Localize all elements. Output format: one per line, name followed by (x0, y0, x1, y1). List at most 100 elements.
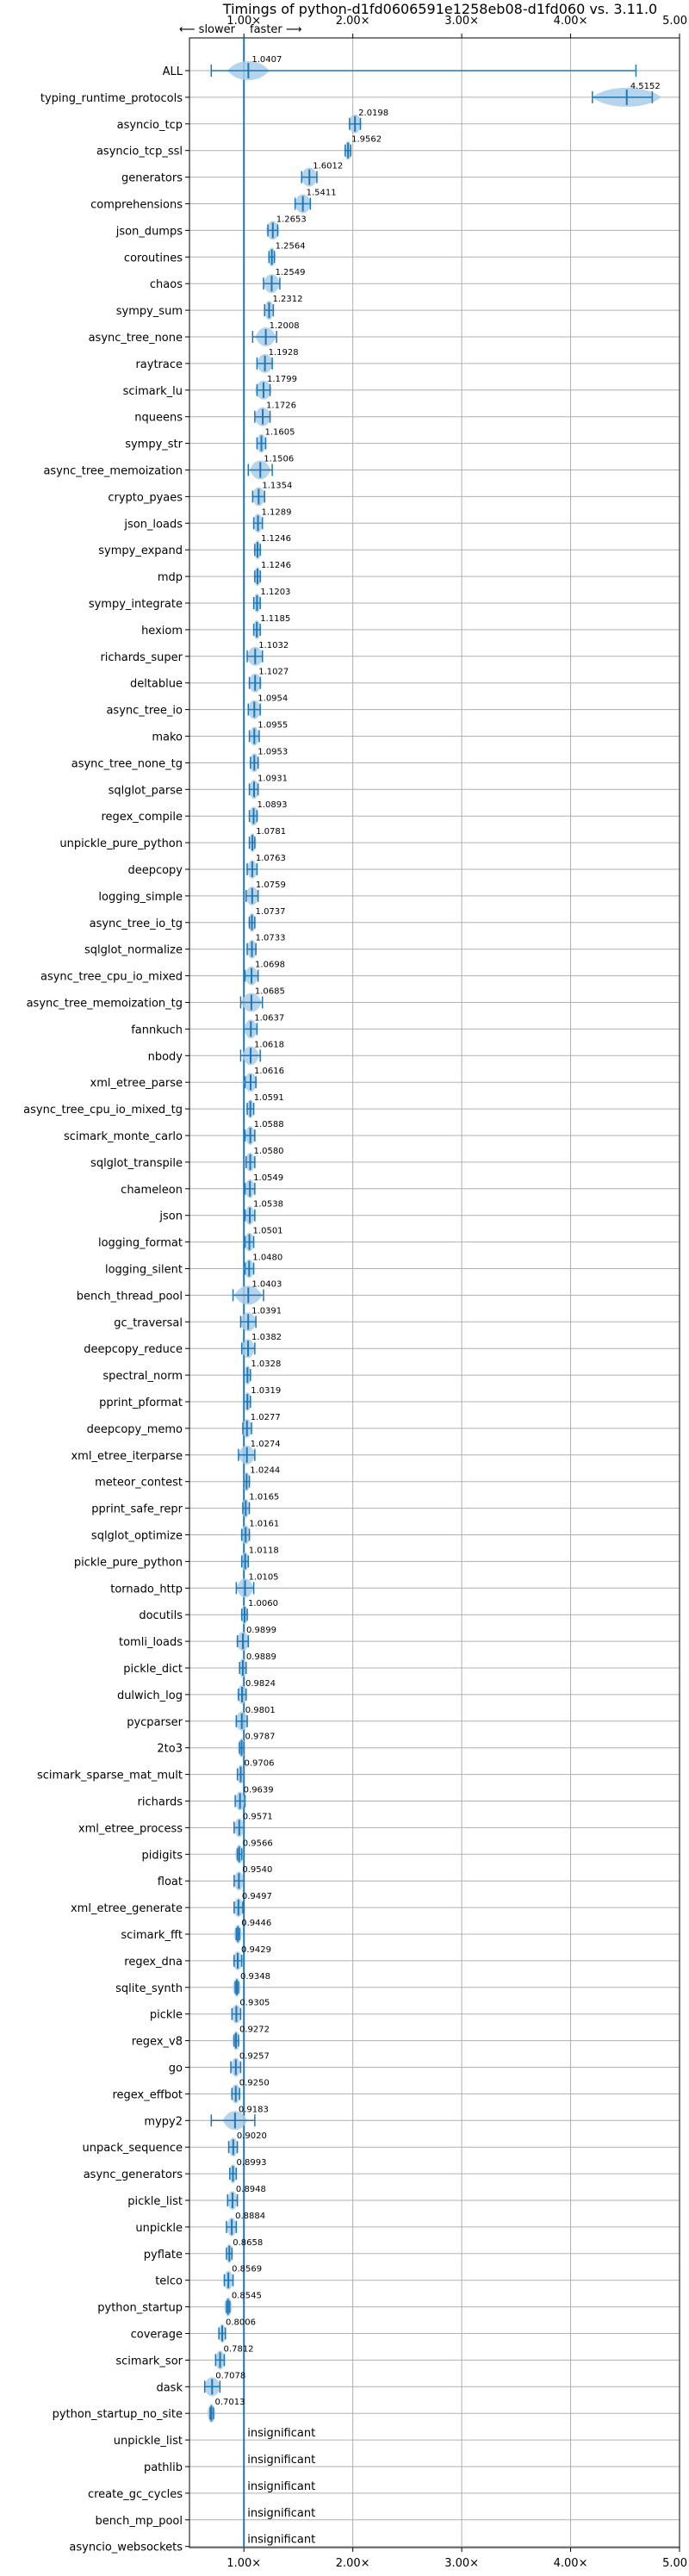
mean-value-label: 1.0382 (251, 1333, 282, 1342)
mean-value-label: 1.0893 (258, 800, 288, 810)
mean-value-label: 1.0407 (251, 55, 282, 65)
mean-value-label: 1.0328 (251, 1360, 281, 1369)
chart-title: Timings of python-d1fd0606591e1258eb08-d… (222, 1, 657, 17)
benchmark-name-label: sqlglot_parse (109, 784, 183, 797)
benchmark-name-label: generators (121, 172, 183, 185)
benchmark-name-label: telco (155, 2275, 183, 2288)
benchmark-name-label: json (158, 1210, 183, 1223)
benchmark-name-label: scimark_lu (123, 385, 183, 398)
mean-value-label: 0.9020 (237, 2131, 267, 2141)
mean-value-label: 0.8993 (236, 2158, 266, 2168)
mean-value-label: 0.9540 (242, 1865, 272, 1875)
mean-value-label: 1.0781 (256, 827, 286, 837)
mean-value-label: 1.1928 (269, 348, 299, 358)
mean-value-label: 0.9566 (243, 1839, 273, 1848)
mean-value-label: 4.5152 (630, 82, 661, 91)
labels-layer: 1.00× 1.00× 2.00× 2.00× 3.00× 3.00× 4.00× 4.00×… (23, 15, 689, 2570)
x-tick-label-bottom: 2.00× (336, 2557, 370, 2570)
benchmark-name-label: asyncio_tcp_ssl (96, 146, 183, 159)
benchmark-name-label: bench_thread_pool (77, 1290, 183, 1303)
benchmark-name-label: deltablue (130, 678, 183, 691)
mean-value-label: 1.1032 (258, 641, 289, 650)
mean-value-label: 0.9348 (240, 1972, 270, 1982)
benchmark-name-label: deepcopy_reduce (84, 1343, 183, 1356)
benchmark-name-label: deepcopy_memo (87, 1423, 183, 1436)
mean-value-label: 0.7013 (214, 2398, 245, 2407)
mean-value-label: 0.8948 (236, 2185, 266, 2194)
benchmark-name-label: pickle (150, 2009, 183, 2022)
insignificant-label: insignificant (247, 2427, 315, 2440)
benchmark-name-label: unpickle_list (114, 2435, 183, 2448)
mean-value-label: 0.9639 (244, 1786, 274, 1795)
benchmark-name-label: pickle_pure_python (74, 1556, 183, 1569)
benchmark-name-label: xml_etree_parse (90, 1077, 183, 1090)
mean-value-label: 1.1605 (265, 428, 295, 438)
benchmark-name-label: logging_format (98, 1237, 183, 1250)
mean-value-label: 1.0955 (258, 721, 288, 731)
benchmark-name-label: regex_effbot (112, 2088, 183, 2101)
benchmark-name-label: docutils (139, 1609, 183, 1622)
mean-value-label: 0.7812 (224, 2344, 254, 2354)
benchmark-name-label: pprint_pformat (99, 1397, 183, 1409)
benchmark-name-label: pidigits (142, 1849, 183, 1862)
benchmark-name-label: sympy_integrate (89, 598, 183, 611)
marks-layer (203, 61, 662, 2424)
mean-value-label: 0.8545 (232, 2292, 262, 2301)
benchmark-name-label: pycparser (127, 1716, 183, 1729)
benchmark-name-label: pickle_list (127, 2195, 183, 2208)
benchmark-name-label: mdp (158, 571, 183, 584)
benchmark-name-label: xml_etree_iterparse (71, 1450, 183, 1463)
mean-value-label: 0.9801 (245, 1706, 276, 1715)
mean-value-label: 0.9824 (245, 1679, 276, 1689)
benchmark-name-label: unpickle (135, 2222, 183, 2235)
benchmark-name-label: pathlib (144, 2461, 183, 2474)
benchmark-name-label: bench_mp_pool (95, 2515, 183, 2528)
mean-value-label: 1.6012 (313, 162, 343, 171)
mean-value-label: 1.0637 (254, 1013, 284, 1023)
x-tick-label-top: 2.00× (336, 15, 370, 28)
mean-value-label: 0.9429 (241, 1945, 271, 1955)
benchmark-name-label: async_tree_io_tg (90, 918, 183, 930)
mean-value-label: 1.0588 (254, 1120, 284, 1129)
benchmark-name-label: dulwich_log (117, 1689, 183, 1702)
benchmark-name-label: pprint_safe_repr (91, 1503, 183, 1516)
mean-value-label: 0.9305 (239, 1999, 270, 2008)
mean-value-label: 1.2653 (276, 215, 307, 224)
mean-value-label: 1.2312 (272, 295, 302, 304)
mean-value-label: 1.0733 (255, 934, 285, 943)
plot-frame (189, 37, 680, 2548)
benchmark-name-label: logging_silent (105, 1264, 183, 1277)
benchmark-name-label: async_tree_memoization_tg (27, 998, 183, 1011)
mean-value-label: 1.2008 (270, 321, 300, 331)
benchmark-name-label: typing_runtime_protocols (40, 92, 183, 105)
benchmark-name-label: async_tree_none (89, 332, 183, 345)
mean-value-label: 1.0501 (253, 1227, 283, 1236)
x-tick-label-bottom: 1.00× (227, 2557, 261, 2570)
benchmark-name-label: sympy_str (125, 439, 183, 451)
benchmark-name-label: create_gc_cycles (88, 2488, 183, 2501)
x-tick-label-top: 1.00× (227, 15, 261, 28)
mean-value-label: 0.8569 (232, 2265, 262, 2274)
benchmark-name-label: 2to3 (157, 1743, 183, 1756)
mean-value-label: 1.0538 (253, 1200, 283, 1210)
benchmark-name-label: coroutines (124, 252, 183, 264)
mean-value-label: 1.1203 (260, 588, 290, 597)
mean-value-label: 1.0953 (258, 747, 288, 756)
mean-value-label: 1.0685 (255, 987, 285, 997)
mean-value-label: 1.0060 (248, 1599, 278, 1608)
mean-value-label: 0.9787 (245, 1733, 276, 1742)
benchmark-name-label: crypto_pyaes (108, 491, 183, 504)
benchmark-name-label: chaos (150, 278, 183, 291)
x-tick-label-bottom: 3.00× (444, 2557, 479, 2570)
benchmark-name-label: sqlglot_optimize (91, 1530, 183, 1543)
mean-value-label: 1.0165 (249, 1493, 279, 1503)
benchmark-name-label: pyflate (144, 2249, 183, 2262)
mean-value-label: 1.0580 (254, 1147, 284, 1156)
benchmark-name-label: float (158, 1876, 183, 1888)
mean-value-label: 0.9183 (239, 2105, 269, 2114)
mean-value-label: 1.0698 (255, 961, 285, 970)
mean-value-label: 1.0403 (251, 1279, 282, 1289)
benchmark-name-label: scimark_sparse_mat_mult (37, 1770, 183, 1783)
x-tick-label-bottom: 4.00× (554, 2557, 588, 2570)
